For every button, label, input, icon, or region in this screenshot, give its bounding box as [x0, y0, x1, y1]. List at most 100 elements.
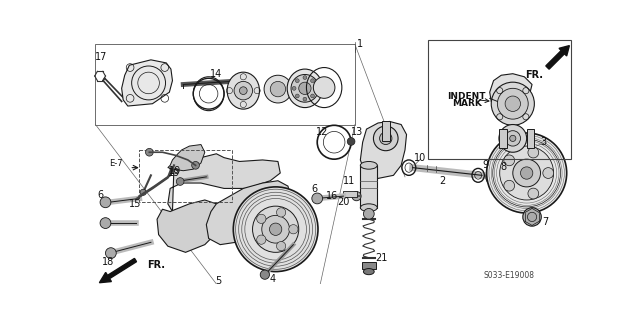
- Circle shape: [303, 97, 307, 101]
- Circle shape: [364, 208, 374, 219]
- Text: 10: 10: [414, 152, 426, 163]
- Circle shape: [262, 215, 289, 243]
- Circle shape: [264, 75, 292, 103]
- Ellipse shape: [490, 172, 497, 182]
- Circle shape: [509, 135, 516, 141]
- Circle shape: [500, 146, 554, 200]
- Circle shape: [295, 94, 300, 98]
- Circle shape: [486, 133, 566, 213]
- Text: S033-E19008: S033-E19008: [483, 271, 534, 280]
- Circle shape: [145, 148, 153, 156]
- Bar: [362, 262, 376, 269]
- Bar: [360, 165, 378, 208]
- Text: FR.: FR.: [147, 260, 165, 271]
- Circle shape: [528, 188, 539, 199]
- Ellipse shape: [287, 69, 323, 108]
- Circle shape: [176, 178, 184, 185]
- Text: 17: 17: [95, 52, 108, 62]
- Circle shape: [299, 82, 311, 94]
- Circle shape: [310, 79, 314, 83]
- Text: MARK: MARK: [452, 99, 481, 108]
- Circle shape: [270, 81, 285, 97]
- Text: 7: 7: [542, 217, 548, 226]
- Circle shape: [291, 74, 319, 102]
- Ellipse shape: [360, 161, 378, 169]
- Circle shape: [314, 86, 317, 90]
- Circle shape: [234, 81, 253, 100]
- Text: 3: 3: [541, 137, 547, 147]
- Circle shape: [314, 77, 335, 98]
- Circle shape: [310, 94, 314, 98]
- Text: E-7: E-7: [109, 159, 123, 168]
- Text: INDENT: INDENT: [447, 92, 486, 100]
- Circle shape: [352, 191, 361, 201]
- Circle shape: [234, 187, 318, 271]
- Circle shape: [295, 79, 300, 83]
- Circle shape: [289, 225, 298, 234]
- Text: 5: 5: [216, 276, 222, 286]
- Circle shape: [527, 212, 537, 221]
- Ellipse shape: [364, 269, 374, 275]
- Text: 20: 20: [337, 197, 349, 207]
- Circle shape: [239, 87, 247, 94]
- Bar: [527, 129, 534, 148]
- Text: 19: 19: [168, 168, 180, 178]
- Circle shape: [260, 270, 269, 279]
- FancyArrow shape: [99, 258, 136, 283]
- Text: 14: 14: [210, 69, 223, 79]
- Bar: [140, 150, 232, 202]
- Text: 6: 6: [98, 189, 104, 200]
- Text: 9: 9: [483, 160, 489, 170]
- Circle shape: [505, 96, 520, 111]
- FancyArrow shape: [546, 46, 570, 69]
- Circle shape: [269, 223, 282, 235]
- Polygon shape: [168, 145, 205, 171]
- Circle shape: [499, 124, 527, 152]
- Circle shape: [373, 126, 398, 151]
- Polygon shape: [157, 200, 220, 252]
- Circle shape: [520, 167, 533, 179]
- Text: 15: 15: [129, 199, 141, 209]
- Circle shape: [106, 248, 116, 258]
- Circle shape: [276, 241, 285, 251]
- Circle shape: [513, 159, 541, 187]
- Circle shape: [303, 76, 307, 79]
- Circle shape: [257, 214, 266, 223]
- Circle shape: [100, 218, 111, 228]
- Bar: [499, 129, 507, 148]
- Bar: [344, 191, 357, 197]
- Text: 2: 2: [439, 176, 445, 186]
- Polygon shape: [168, 154, 280, 211]
- Bar: [428, 40, 570, 159]
- Polygon shape: [360, 122, 406, 178]
- Ellipse shape: [486, 168, 501, 185]
- Circle shape: [504, 155, 515, 166]
- Circle shape: [312, 193, 323, 204]
- Circle shape: [100, 197, 111, 208]
- Circle shape: [192, 161, 200, 169]
- Ellipse shape: [227, 72, 259, 109]
- Bar: [382, 122, 390, 141]
- Text: 11: 11: [342, 176, 355, 186]
- Circle shape: [253, 206, 299, 252]
- Ellipse shape: [360, 204, 378, 211]
- Circle shape: [543, 168, 554, 178]
- Polygon shape: [206, 181, 291, 245]
- Circle shape: [348, 137, 355, 145]
- Circle shape: [257, 235, 266, 244]
- Circle shape: [276, 208, 285, 217]
- Polygon shape: [122, 60, 172, 106]
- Text: 8: 8: [500, 162, 507, 172]
- Text: 4: 4: [269, 273, 276, 284]
- Circle shape: [505, 131, 520, 146]
- Text: 12: 12: [316, 127, 328, 137]
- Text: 13: 13: [351, 127, 364, 137]
- Circle shape: [504, 180, 515, 191]
- Circle shape: [528, 147, 539, 158]
- Circle shape: [497, 88, 528, 119]
- Circle shape: [292, 86, 296, 90]
- Circle shape: [523, 208, 541, 226]
- Text: 18: 18: [102, 256, 115, 267]
- Text: 19: 19: [170, 166, 182, 176]
- Polygon shape: [490, 74, 532, 109]
